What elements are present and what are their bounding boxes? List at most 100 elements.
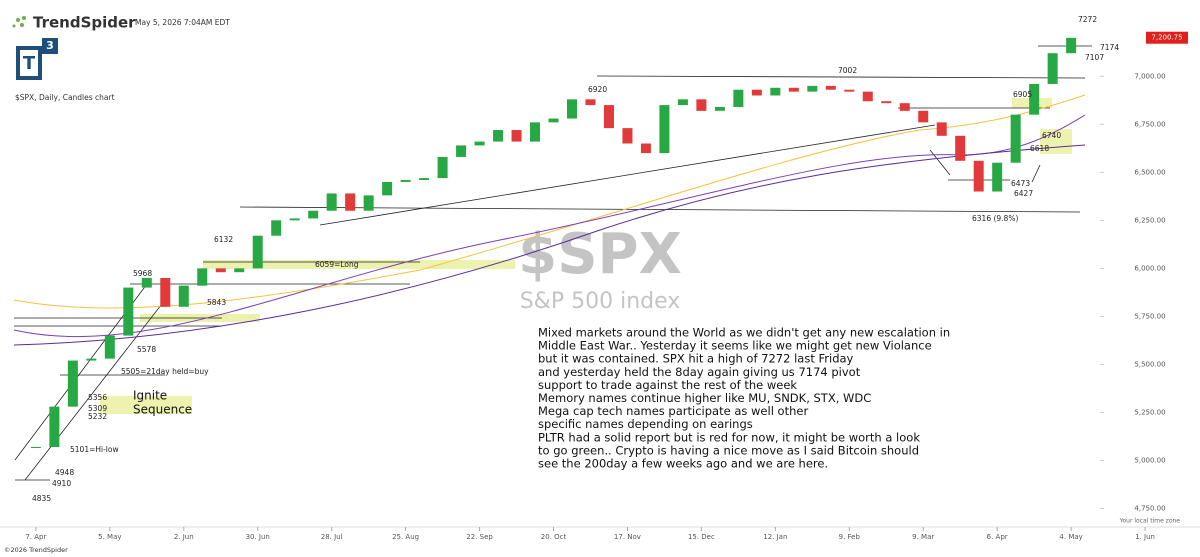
- x-tick-label: 15. Dec: [688, 533, 715, 541]
- candle: [252, 235, 263, 269]
- candle: [733, 89, 744, 108]
- candle: [659, 105, 670, 154]
- candle: [640, 143, 651, 154]
- drawn-lines: [14, 45, 1092, 481]
- note-line: but it was contained. SPX hit a high of …: [538, 352, 854, 366]
- annotation: Sequence: [133, 403, 192, 417]
- brand-icon: [12, 16, 26, 28]
- candle: [770, 87, 781, 96]
- candle: [936, 122, 947, 136]
- candle: [844, 89, 855, 92]
- annotation: 6618: [1030, 144, 1049, 153]
- candle: [382, 181, 393, 196]
- note-line: Middle East War.. Yesterday it seems lik…: [538, 339, 932, 353]
- x-tick-label: 2. Jun: [174, 533, 194, 541]
- candle: [622, 128, 633, 144]
- candle: [807, 85, 818, 92]
- note-line: PLTR had a solid report but is red for n…: [538, 430, 920, 444]
- annotation: 5309: [88, 404, 107, 413]
- x-tick-label: 20. Oct: [541, 533, 567, 541]
- timezone: Your local time zone: [1119, 518, 1181, 525]
- candle: [67, 360, 78, 407]
- candle: [30, 447, 41, 449]
- annotation: 4910: [52, 479, 71, 488]
- y-tick-label: 7,000.00: [1134, 72, 1165, 80]
- note-line: Memory names continue higher like MU, SN…: [538, 391, 871, 405]
- candle: [104, 335, 115, 359]
- candle: [862, 91, 873, 102]
- x-tick-label: 22. Sep: [466, 533, 493, 541]
- x-tick-label: 6. Apr: [987, 533, 1008, 541]
- timestamp: May 5, 2026 7:04AM EDT: [135, 18, 230, 27]
- annotation: 7002: [838, 66, 857, 75]
- logo-badge: [42, 38, 58, 54]
- candle: [308, 210, 319, 219]
- candle: [992, 162, 1003, 192]
- y-tick-label: 6,500.00: [1134, 168, 1165, 176]
- x-tick-label: 30. Jun: [246, 533, 270, 541]
- x-tick-label: 28. Jul: [321, 533, 343, 541]
- candle: [160, 277, 171, 307]
- annotation: 6905: [1013, 90, 1032, 99]
- x-tick-label: 7. Apr: [25, 533, 46, 541]
- candle: [86, 358, 97, 361]
- annotation: 5356: [88, 393, 107, 402]
- annotation: 6059=Long: [315, 260, 359, 269]
- candle: [363, 195, 374, 211]
- annotation: 5578: [137, 345, 156, 354]
- y-tick-label: 6,000.00: [1134, 264, 1165, 272]
- x-tick-label: 9. Feb: [839, 533, 861, 541]
- candle: [178, 285, 189, 307]
- y-tick-label: 5,250.00: [1134, 408, 1165, 416]
- candle: [271, 220, 282, 236]
- annotation: 6427: [1014, 189, 1033, 198]
- candle: [1029, 83, 1040, 115]
- annotation: 6473: [1011, 179, 1030, 188]
- brand: TrendSpider: [33, 14, 136, 32]
- y-tick-label: 5,500.00: [1134, 360, 1165, 368]
- x-tick-label: 5. May: [98, 533, 121, 541]
- candle: [585, 99, 596, 106]
- candle: [49, 406, 60, 448]
- candle: [326, 193, 337, 211]
- x-tick-label: 25. Aug: [392, 533, 419, 541]
- chart-label: $SPX, Daily, Candles chart: [15, 93, 115, 102]
- candle: [197, 268, 208, 286]
- candle: [419, 178, 430, 180]
- note-line: Mega cap tech names participate as well …: [538, 404, 808, 418]
- annotation: 6920: [588, 85, 607, 94]
- candle: [899, 103, 910, 111]
- candle: [456, 145, 467, 157]
- y-tick-label: 6,250.00: [1134, 216, 1165, 224]
- last-price-label: 7,200.75: [1151, 34, 1182, 42]
- x-tick-label: 1. Jun: [1135, 533, 1155, 541]
- annotation: 5843: [207, 298, 226, 307]
- x-tick-label: 9. Mar: [912, 533, 934, 541]
- note-line: to go green.. Crypto is having a nice mo…: [538, 443, 919, 457]
- candle: [677, 99, 688, 106]
- candle: [511, 130, 522, 142]
- annotation: 5101=Hi-low: [70, 445, 119, 454]
- annotation: 7272: [1078, 15, 1097, 24]
- logo-inner: [20, 50, 38, 76]
- candle: [289, 218, 300, 221]
- y-tick-label: 6,750.00: [1134, 120, 1165, 128]
- candle: [1047, 53, 1058, 84]
- logo-superscript: 3: [46, 39, 54, 52]
- annotation: Ignite: [133, 389, 167, 403]
- annotation: 7174: [1100, 43, 1119, 52]
- note: Mixed markets around the World as we did…: [538, 326, 950, 471]
- candle: [474, 141, 485, 146]
- y-tick-label: 5,000.00: [1134, 456, 1165, 464]
- x-tick-label: 17. Nov: [614, 533, 641, 541]
- annotation: 7107: [1085, 53, 1104, 62]
- candle: [603, 105, 614, 129]
- candle: [973, 160, 984, 192]
- logo-letter: T: [23, 53, 36, 74]
- candle: [437, 156, 448, 179]
- candle: [751, 89, 762, 96]
- candle: [215, 268, 226, 273]
- annotation: 6132: [214, 235, 233, 244]
- annotation: 5232: [88, 412, 107, 421]
- candle: [788, 87, 799, 92]
